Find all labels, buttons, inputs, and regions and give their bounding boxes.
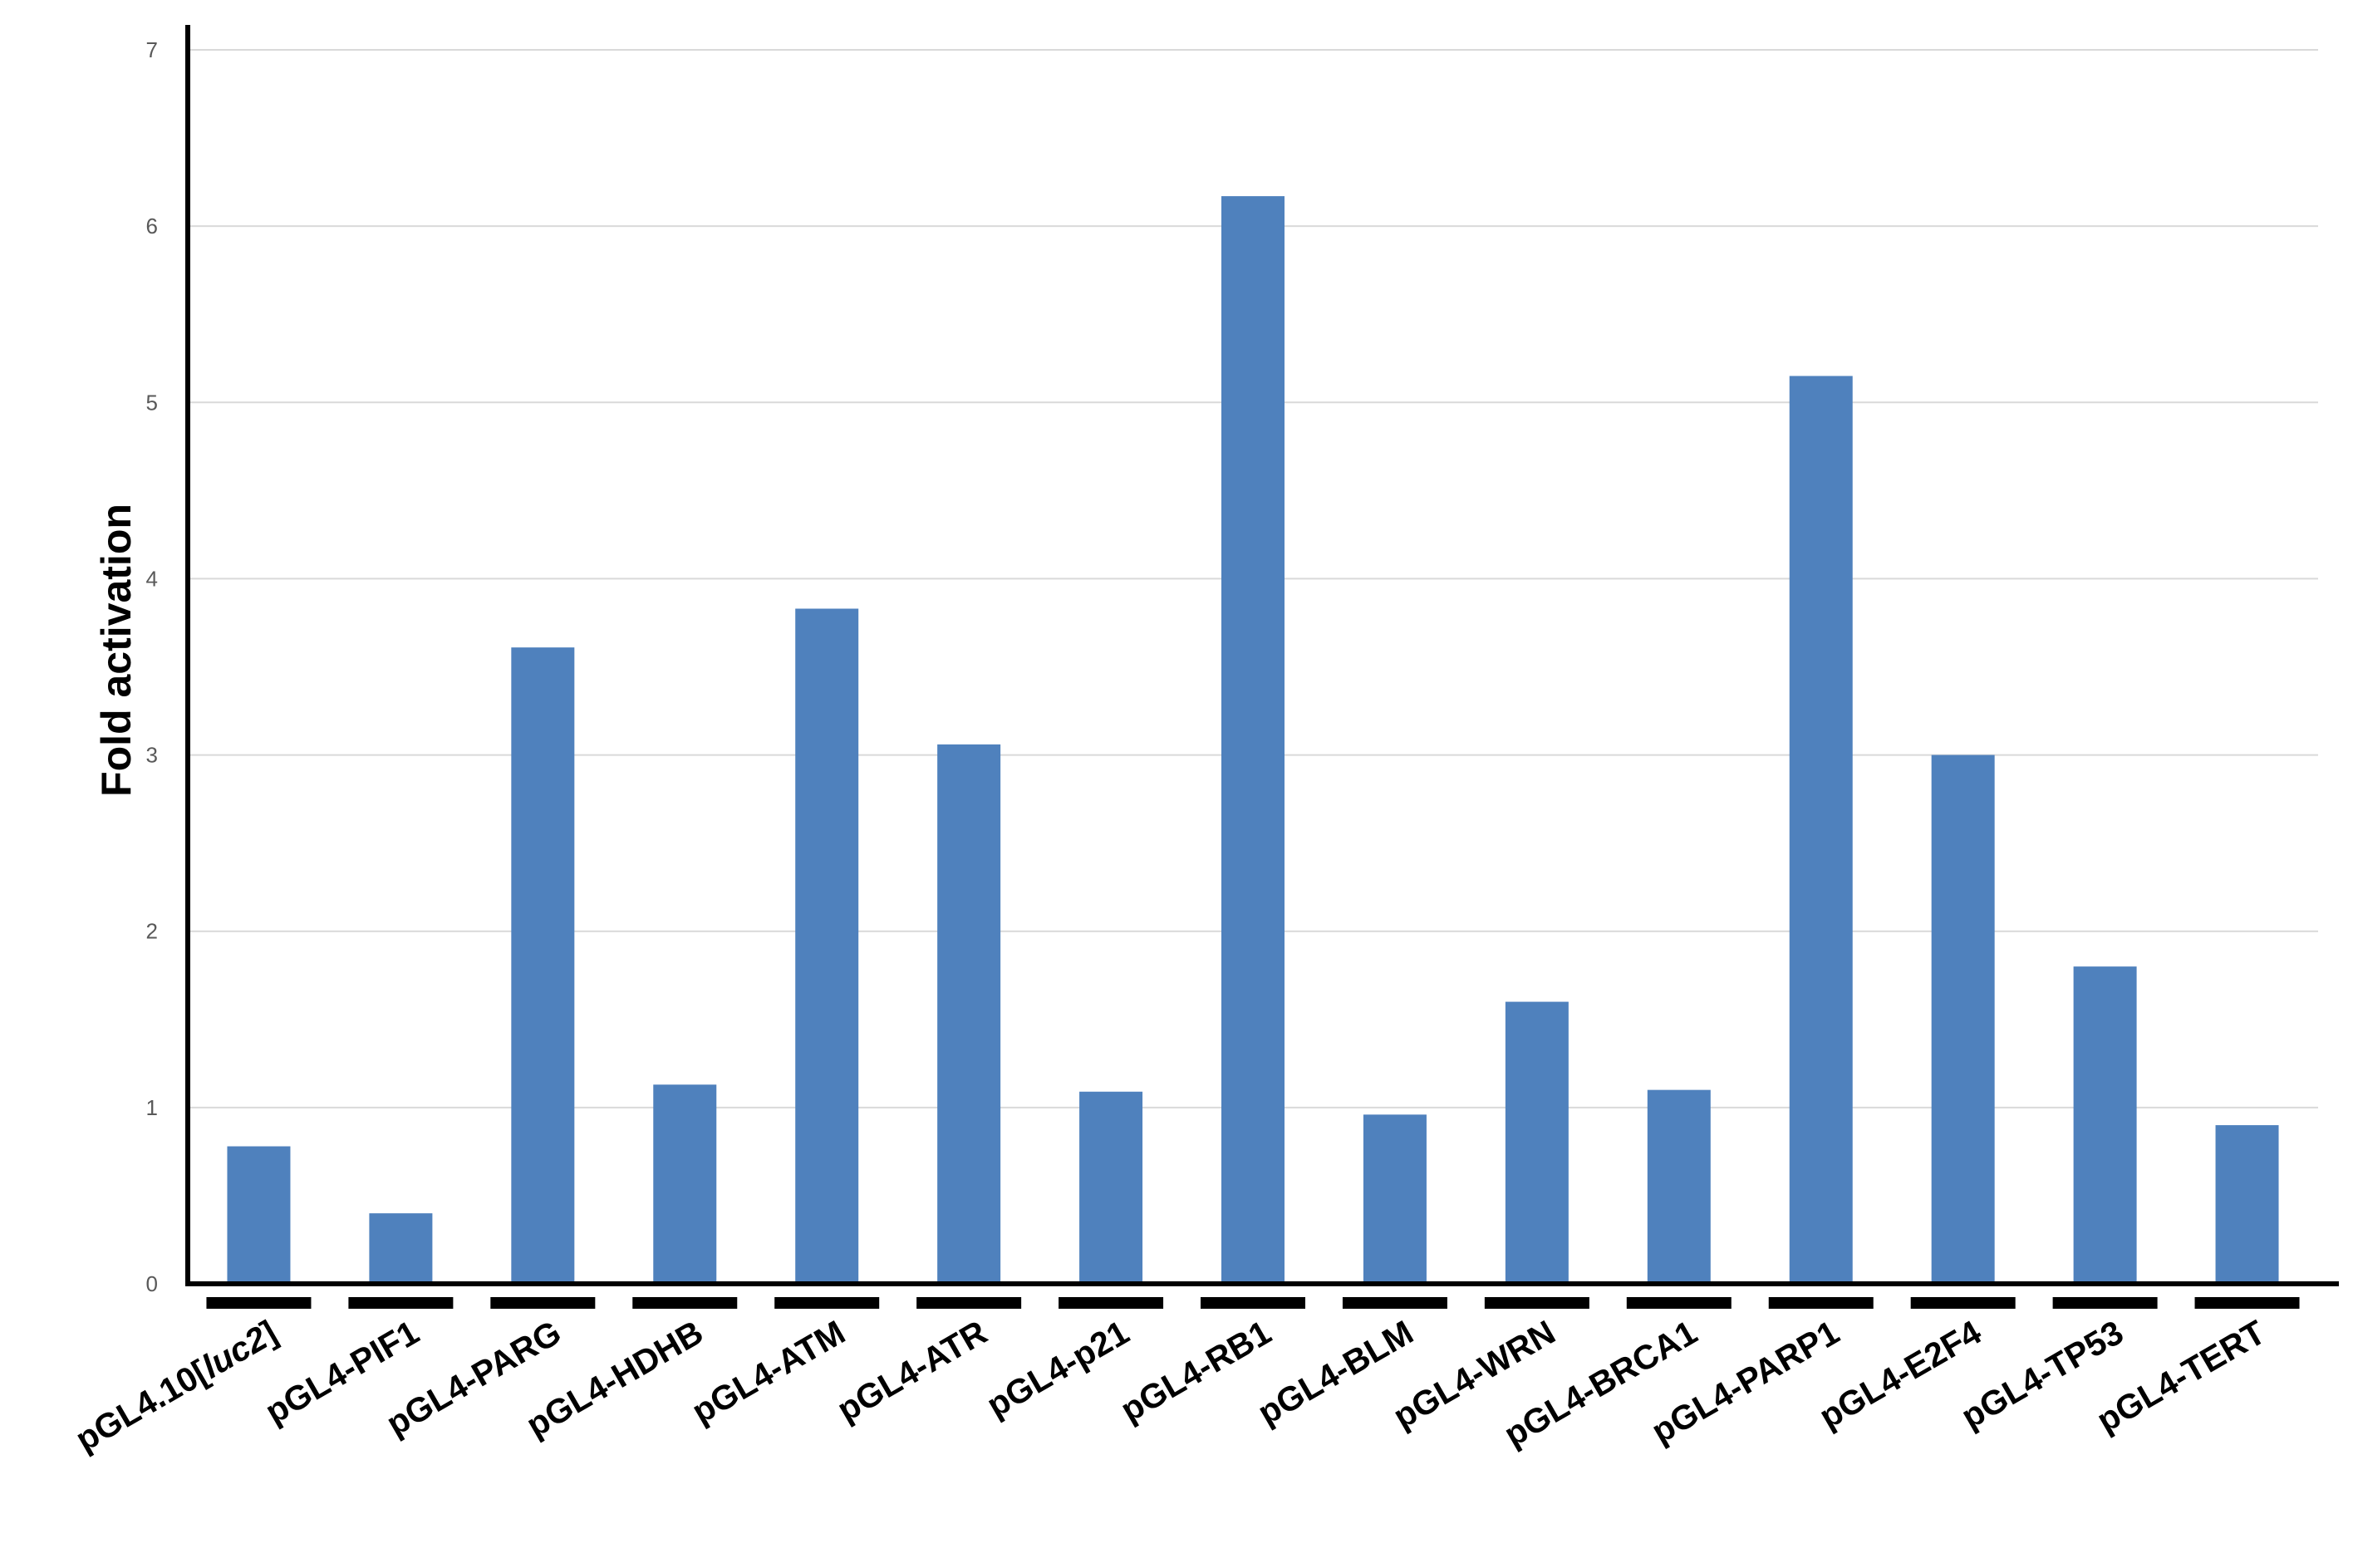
bar	[1789, 376, 1853, 1284]
x-tick-labels: pGL4.10[luc2]pGL4-PIF1pGL4-PARGpGL4-HDHB…	[69, 1313, 2272, 1459]
bar	[1363, 1114, 1427, 1284]
y-tick-label: 2	[146, 919, 158, 944]
x-tick-label: pGL4-E2F4	[1813, 1313, 1988, 1436]
bar	[1647, 1089, 1711, 1284]
x-tick-label: pGL4-ATM	[685, 1313, 852, 1431]
y-tick-label: 1	[146, 1095, 158, 1120]
bar	[2073, 966, 2137, 1284]
x-tick-label: pGL4-RB1	[1114, 1313, 1278, 1429]
bars	[227, 196, 2279, 1284]
bar	[369, 1213, 433, 1284]
bar	[1079, 1091, 1143, 1284]
y-tick-label: 5	[146, 390, 158, 415]
bar	[1931, 755, 1995, 1284]
y-tick-label: 6	[146, 214, 158, 238]
y-tick-label: 4	[146, 566, 158, 591]
x-tick-label: pGL4-p21	[980, 1313, 1136, 1424]
bar	[511, 647, 575, 1284]
bar	[653, 1084, 717, 1284]
y-tick-labels: 0 1 2 3 4 5 6 7	[146, 37, 158, 1296]
axes	[185, 25, 2339, 1286]
bar	[1505, 1001, 1569, 1284]
y-tick-label: 0	[146, 1271, 158, 1296]
bar	[2215, 1125, 2279, 1284]
y-axis-label: Fold activation	[93, 504, 140, 797]
bar	[227, 1146, 291, 1284]
x-tick-label: pGL4.10[luc2]	[69, 1313, 283, 1458]
bar	[795, 608, 859, 1284]
y-tick-label: 3	[146, 743, 158, 768]
bar	[937, 744, 1001, 1284]
x-tick-label: pGL4-ATR	[831, 1313, 994, 1429]
y-tick-label: 7	[146, 37, 158, 62]
bar	[1221, 196, 1285, 1284]
